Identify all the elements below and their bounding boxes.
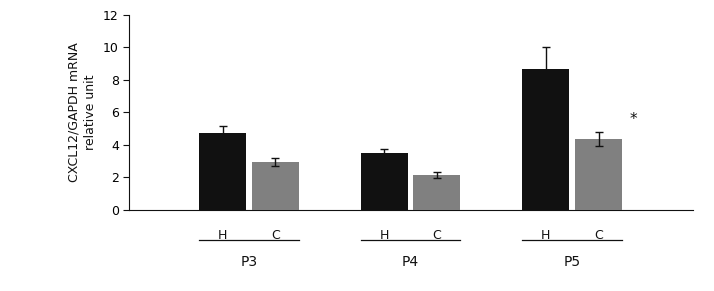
Text: C: C <box>433 229 441 242</box>
Bar <box>575 139 622 210</box>
Text: *: * <box>630 112 638 127</box>
Text: P5: P5 <box>563 255 580 269</box>
Text: H: H <box>379 229 389 242</box>
Bar <box>361 153 408 210</box>
Text: H: H <box>541 229 550 242</box>
Text: H: H <box>218 229 227 242</box>
Bar <box>252 162 299 210</box>
Y-axis label: CXCL12/GAPDH mRNA
relative unit: CXCL12/GAPDH mRNA relative unit <box>67 42 97 182</box>
Text: C: C <box>594 229 603 242</box>
Text: P4: P4 <box>402 255 419 269</box>
Bar <box>522 69 569 210</box>
Bar <box>413 175 461 210</box>
Bar <box>199 133 246 210</box>
Text: C: C <box>271 229 280 242</box>
Text: P3: P3 <box>241 255 258 269</box>
